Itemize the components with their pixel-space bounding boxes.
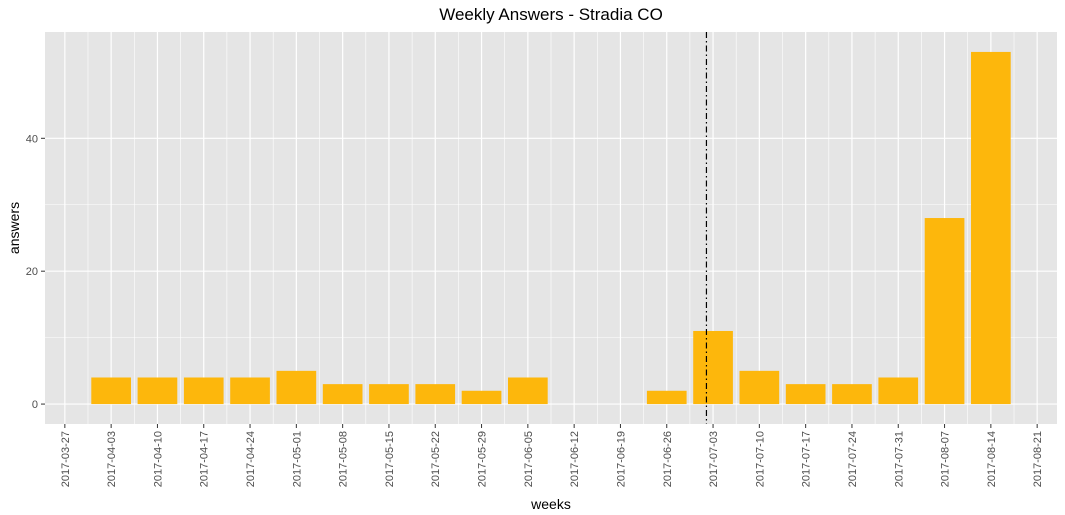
bar — [91, 377, 131, 405]
x-tick-label: 2017-05-08 — [338, 431, 350, 487]
x-tick-label: 2017-06-05 — [523, 431, 535, 487]
bar — [971, 51, 1011, 405]
x-tick-label: 2017-08-07 — [940, 431, 952, 487]
x-tick-label: 2017-06-19 — [615, 431, 627, 487]
bar — [230, 377, 270, 405]
bar — [739, 370, 780, 405]
x-axis: 2017-03-27 2017-04-03 2017-04-10 2017-04-17… — [60, 424, 1044, 487]
bar — [415, 384, 456, 405]
x-tick-label: 2017-07-03 — [708, 431, 720, 487]
y-axis: 0 20 40 — [26, 133, 45, 411]
bar — [832, 384, 872, 405]
x-tick-label: 2017-04-17 — [199, 431, 211, 487]
x-axis-title: weeks — [530, 496, 571, 512]
x-tick-label: 2017-04-24 — [245, 431, 257, 487]
x-tick-label: 2017-06-26 — [662, 431, 674, 487]
chart-title: Weekly Answers - Stradia CO — [439, 5, 663, 24]
bar — [137, 377, 178, 405]
x-tick-label: 2017-07-31 — [893, 431, 905, 487]
y-tick-label: 0 — [32, 399, 38, 411]
x-tick-label: 2017-07-10 — [754, 431, 766, 487]
y-tick-label: 20 — [26, 266, 38, 278]
x-tick-label: 2017-06-12 — [569, 431, 581, 487]
x-tick-label: 2017-05-01 — [291, 431, 303, 487]
bar — [785, 384, 826, 405]
bar — [183, 377, 224, 405]
bar — [878, 377, 919, 405]
bar — [322, 384, 363, 405]
bar — [508, 377, 548, 405]
x-tick-label: 2017-03-27 — [60, 431, 72, 487]
bar — [276, 370, 317, 405]
x-tick-label: 2017-05-29 — [477, 431, 489, 487]
x-tick-label: 2017-05-22 — [430, 431, 442, 487]
x-tick-label: 2017-08-14 — [986, 431, 998, 487]
x-tick-label: 2017-08-21 — [1032, 431, 1044, 487]
x-tick-label: 2017-07-24 — [847, 431, 859, 487]
y-tick-label: 40 — [26, 133, 38, 145]
bar — [693, 330, 733, 405]
x-tick-label: 2017-05-15 — [384, 431, 396, 487]
x-tick-label: 2017-04-03 — [106, 431, 118, 487]
x-tick-label: 2017-04-10 — [152, 431, 164, 487]
x-tick-label: 2017-07-17 — [801, 431, 813, 487]
y-axis-title: answers — [6, 202, 22, 254]
bar — [924, 218, 965, 405]
bar — [646, 390, 687, 405]
bar — [461, 390, 502, 405]
bar — [369, 384, 409, 405]
bars — [91, 51, 1011, 405]
